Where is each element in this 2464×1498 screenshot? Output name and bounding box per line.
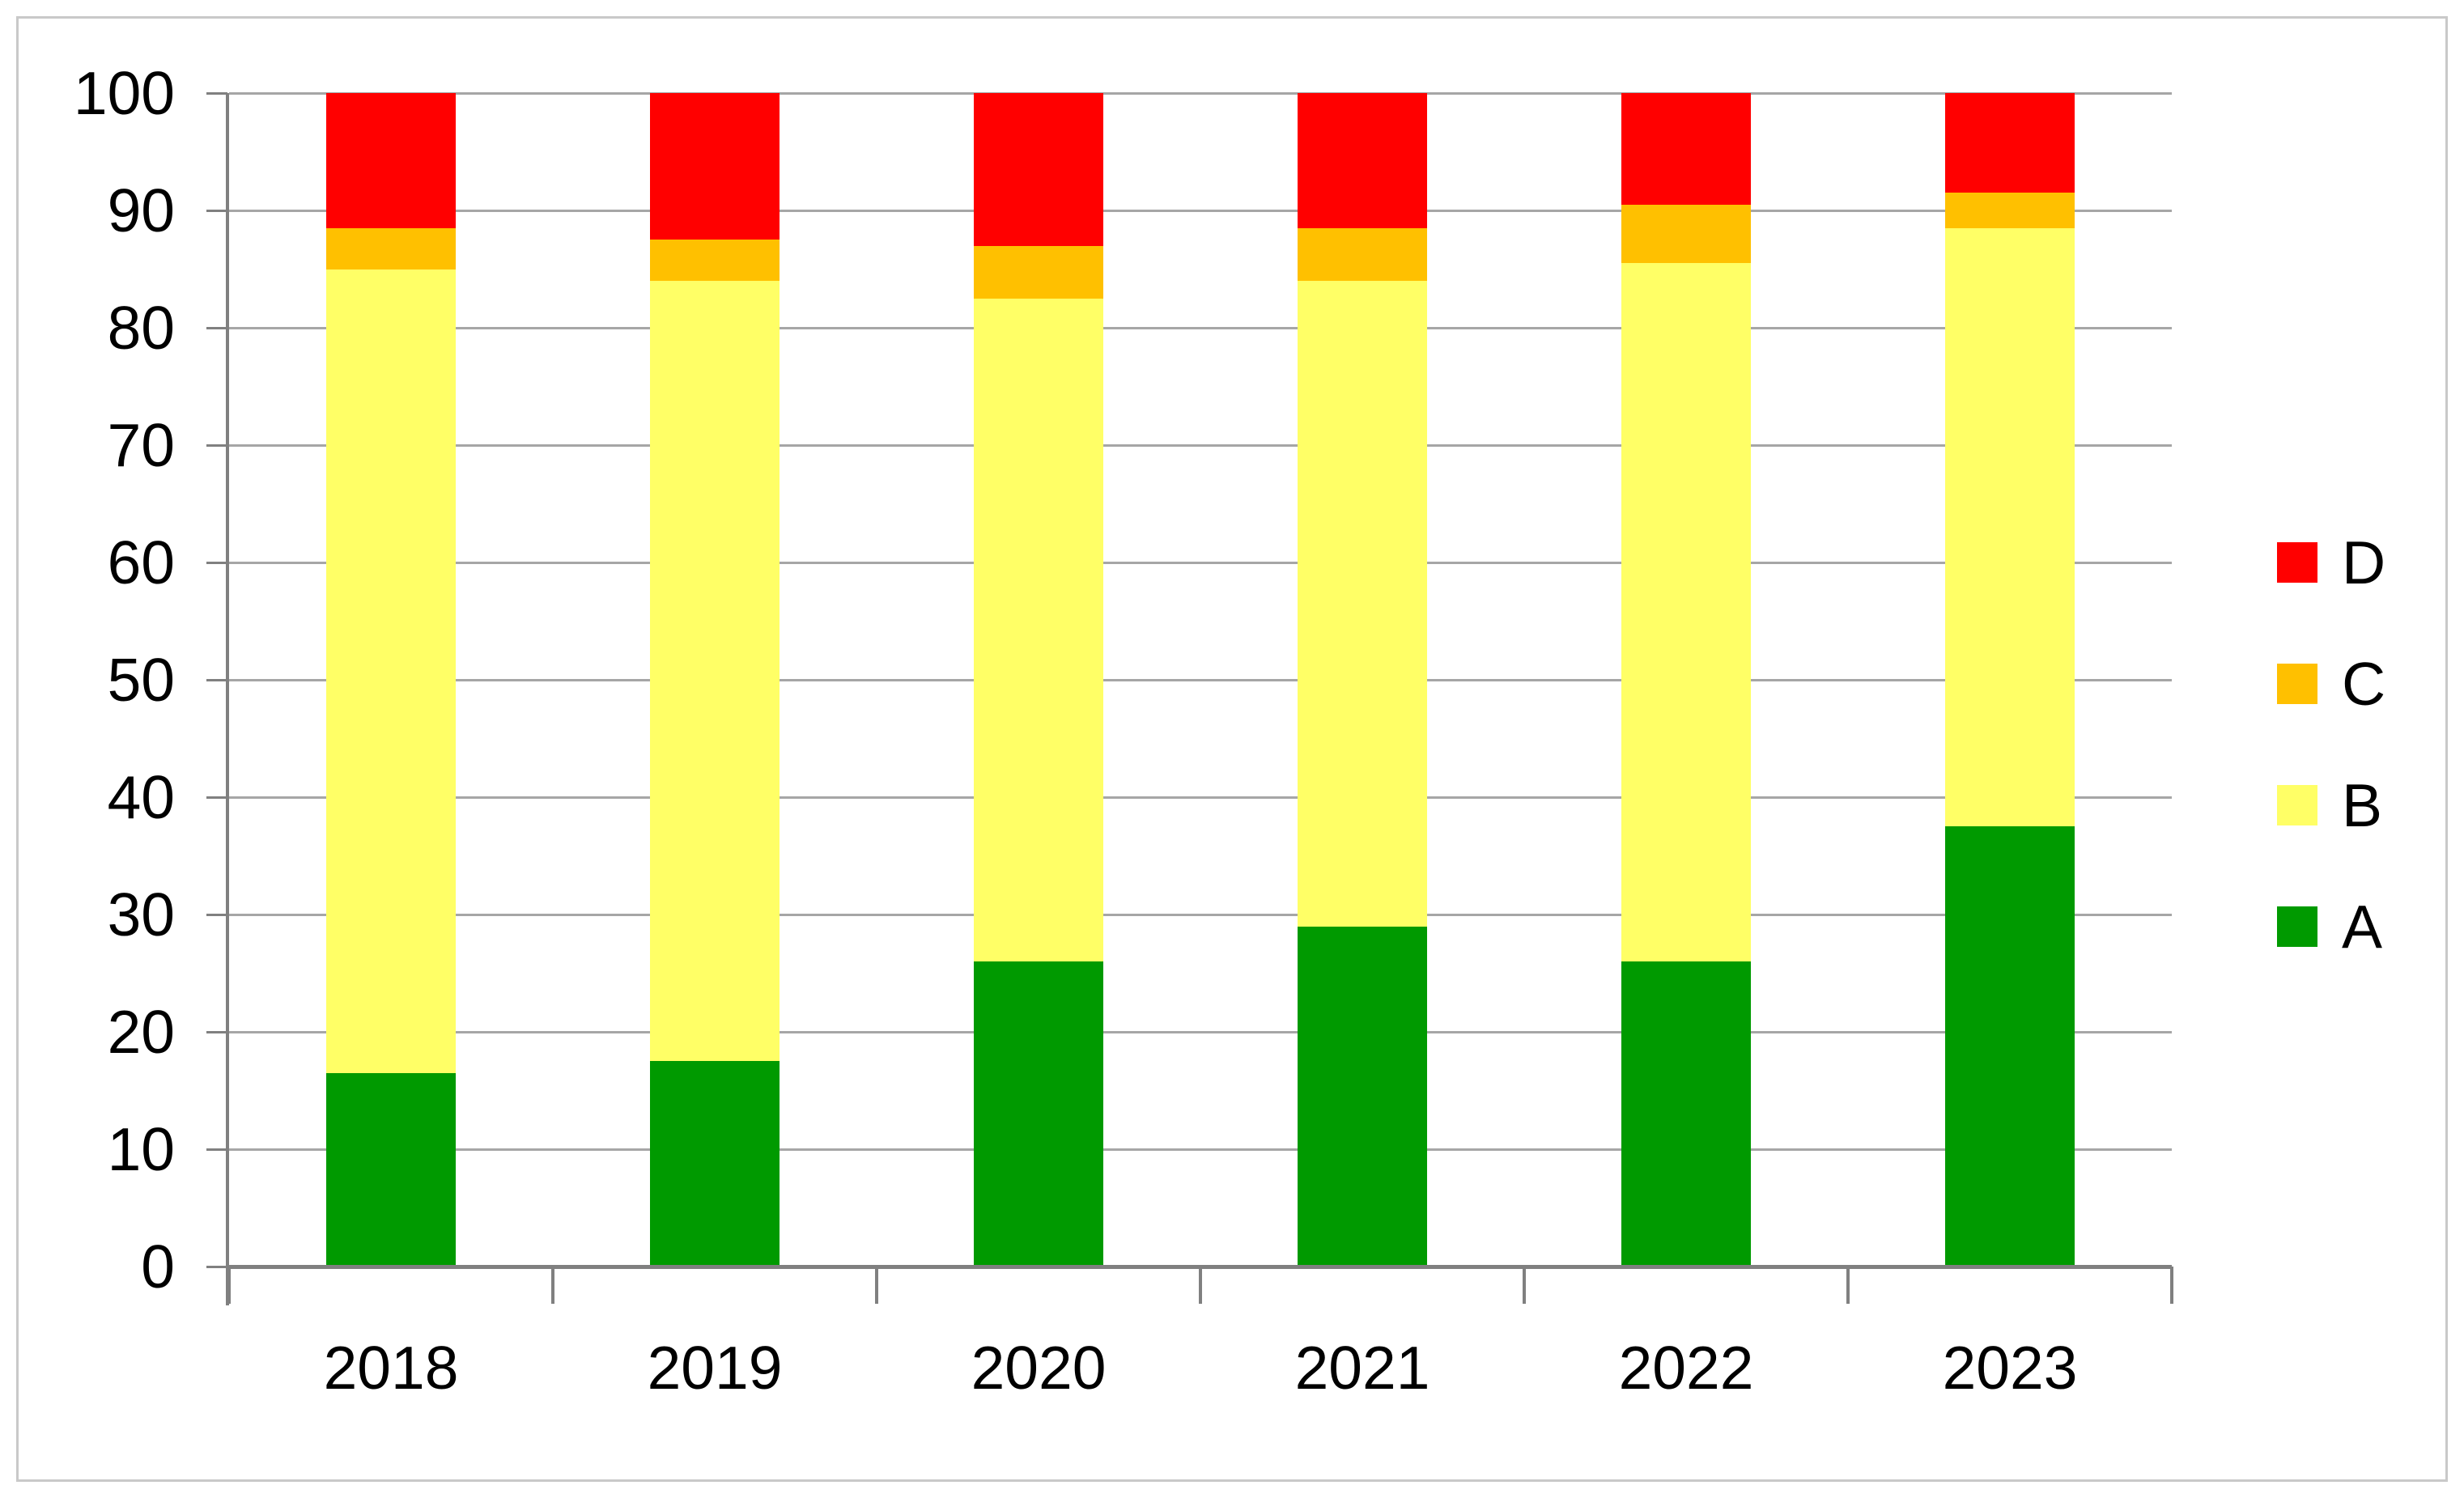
gridline-y-50	[229, 678, 2172, 681]
bar-segment-D-2023[interactable]	[1945, 93, 2075, 193]
bar-segment-D-2019[interactable]	[650, 93, 780, 240]
y-axis-line	[226, 93, 229, 1305]
legend-swatch-A	[2277, 906, 2317, 947]
category-slot-2020	[877, 93, 1200, 1267]
bar-segment-B-2018[interactable]	[326, 269, 456, 1073]
y-axis-tick-60	[206, 561, 227, 564]
bar-segment-C-2018[interactable]	[326, 227, 456, 269]
y-tick-label-80: 80	[107, 294, 175, 362]
gridline-y-60	[229, 561, 2172, 564]
y-tick-label-90: 90	[107, 176, 175, 244]
y-tick-label-60: 60	[107, 528, 175, 596]
x-category-label-2021: 2021	[1294, 1334, 1430, 1402]
x-axis-tick-5	[1846, 1267, 1850, 1304]
bar-segment-A-2019[interactable]	[650, 1061, 780, 1267]
gridline-y-80	[229, 326, 2172, 329]
category-slot-2018	[229, 93, 553, 1267]
bar-segment-D-2021[interactable]	[1298, 93, 1427, 228]
legend-item-D[interactable]: D	[2277, 522, 2385, 603]
x-axis-tick-3	[1199, 1267, 1202, 1304]
bar-segment-B-2020[interactable]	[974, 298, 1103, 961]
y-axis-tick-80	[206, 326, 227, 329]
y-tick-label-10: 10	[107, 1115, 175, 1183]
gridline-y-10	[229, 1148, 2172, 1151]
bar-segment-C-2023[interactable]	[1945, 193, 2075, 228]
gridline-y-40	[229, 796, 2172, 799]
legend-swatch-B	[2277, 785, 2317, 825]
bar-segment-B-2022[interactable]	[1621, 263, 1751, 961]
y-axis-tick-70	[206, 443, 227, 447]
x-category-label-2020: 2020	[971, 1334, 1107, 1402]
x-axis-tick-1	[551, 1267, 554, 1304]
bar-2018	[326, 93, 456, 1267]
bar-segment-B-2019[interactable]	[650, 281, 780, 1062]
y-axis-tick-40	[206, 796, 227, 799]
bar-segment-C-2020[interactable]	[974, 245, 1103, 299]
y-axis-tick-50	[206, 678, 227, 681]
legend-label-A: A	[2342, 893, 2383, 961]
bar-2021	[1298, 93, 1427, 1267]
y-tick-label-20: 20	[107, 998, 175, 1066]
gridline-y-100	[229, 91, 2172, 95]
bar-segment-C-2021[interactable]	[1298, 227, 1427, 281]
x-category-label-2018: 2018	[323, 1334, 459, 1402]
y-tick-label-0: 0	[141, 1233, 175, 1301]
bar-segment-A-2022[interactable]	[1621, 961, 1751, 1267]
x-axis-tick-6	[2170, 1267, 2173, 1304]
bar-segment-D-2018[interactable]	[326, 93, 456, 228]
category-slot-2023	[1848, 93, 2172, 1267]
x-axis-tick-2	[875, 1267, 878, 1304]
gridline-y-70	[229, 443, 2172, 447]
y-tick-label-100: 100	[73, 59, 175, 127]
gridline-y-90	[229, 209, 2172, 212]
bar-segment-D-2020[interactable]	[974, 93, 1103, 246]
category-slot-2019	[553, 93, 877, 1267]
y-axis-tick-0	[206, 1265, 227, 1268]
bar-segment-C-2019[interactable]	[650, 240, 780, 281]
bar-segment-A-2020[interactable]	[974, 961, 1103, 1267]
legend-label-D: D	[2342, 528, 2386, 596]
bar-2023	[1945, 93, 2075, 1267]
x-category-label-2022: 2022	[1618, 1334, 1754, 1402]
bar-segment-A-2018[interactable]	[326, 1072, 456, 1267]
bar-2019	[650, 93, 780, 1267]
bar-segment-B-2023[interactable]	[1945, 227, 2075, 827]
y-axis-tick-100	[206, 91, 227, 95]
y-axis-tick-20	[206, 1030, 227, 1033]
legend-item-A[interactable]: A	[2277, 886, 2382, 967]
x-category-label-2019: 2019	[647, 1334, 783, 1402]
category-slot-2021	[1200, 93, 1524, 1267]
legend-item-B[interactable]: B	[2277, 765, 2382, 846]
y-tick-label-30: 30	[107, 881, 175, 948]
y-axis-tick-90	[206, 209, 227, 212]
bar-segment-B-2021[interactable]	[1298, 281, 1427, 927]
gridline-y-30	[229, 913, 2172, 916]
bar-segment-D-2022[interactable]	[1621, 93, 1751, 205]
x-axis-tick-0	[227, 1267, 231, 1304]
x-axis-tick-4	[1523, 1267, 1526, 1304]
bar-segment-A-2021[interactable]	[1298, 926, 1427, 1267]
x-category-label-2023: 2023	[1942, 1334, 2078, 1402]
legend-label-B: B	[2342, 771, 2383, 839]
y-tick-label-40: 40	[107, 763, 175, 831]
bar-segment-C-2022[interactable]	[1621, 204, 1751, 264]
legend-swatch-C	[2277, 664, 2317, 704]
legend-item-C[interactable]: C	[2277, 643, 2385, 724]
category-slot-2022	[1524, 93, 1848, 1267]
bar-2022	[1621, 93, 1751, 1267]
y-axis-tick-10	[206, 1148, 227, 1151]
gridline-y-20	[229, 1030, 2172, 1033]
bar-2020	[974, 93, 1103, 1267]
y-tick-label-50: 50	[107, 646, 175, 714]
x-axis-line	[229, 1264, 2172, 1269]
bar-segment-A-2023[interactable]	[1945, 826, 2075, 1267]
legend-swatch-D	[2277, 542, 2317, 583]
y-tick-label-70: 70	[107, 411, 175, 479]
y-axis-tick-30	[206, 913, 227, 916]
legend-label-C: C	[2342, 650, 2386, 718]
